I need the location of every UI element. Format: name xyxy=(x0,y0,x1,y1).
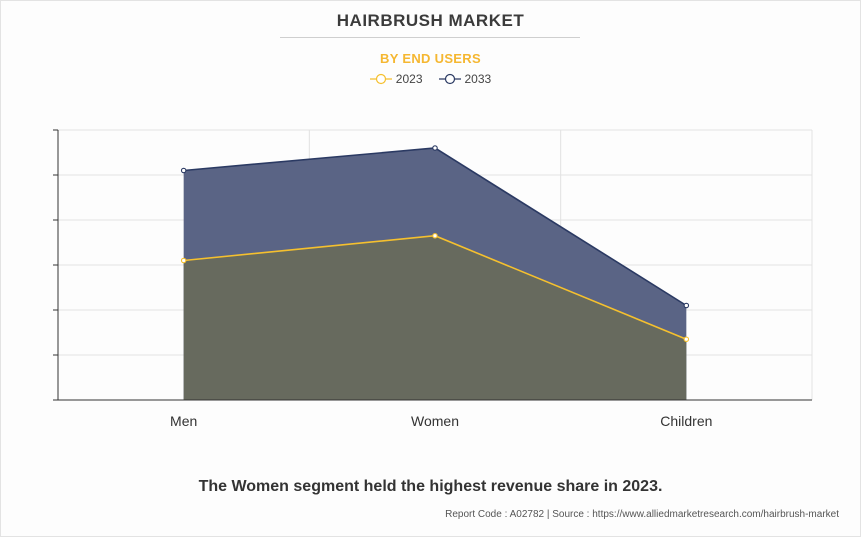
title-divider xyxy=(280,37,580,38)
chart-caption: The Women segment held the highest reven… xyxy=(198,478,663,495)
area-2023 xyxy=(183,235,687,400)
point-2023-women xyxy=(432,233,438,239)
point-2033-men xyxy=(180,167,187,174)
point-2033-women xyxy=(432,145,438,151)
x-tick-label-men: Men xyxy=(170,413,197,429)
legend-item-2023[interactable]: 2023 xyxy=(369,72,423,86)
x-tick-label-children: Children xyxy=(660,413,712,429)
source-note: Report Code : A02782 | Source : https://… xyxy=(445,509,839,520)
legend-label-2033: 2033 xyxy=(464,72,492,86)
legend-marker-2033-icon xyxy=(438,73,461,85)
legend: 2023 2033 xyxy=(0,72,861,86)
legend-item-2033[interactable]: 2033 xyxy=(438,72,492,86)
point-2033-children xyxy=(683,302,690,309)
chart-title: HAIRBRUSH MARKET xyxy=(336,11,525,30)
chart-subtitle: BY END USERS xyxy=(380,51,481,66)
point-2023-men xyxy=(180,257,187,264)
legend-marker-2023-icon xyxy=(369,73,392,85)
legend-label-2023: 2023 xyxy=(395,72,423,86)
x-tick-label-women: Women xyxy=(411,413,459,429)
point-2023-children xyxy=(683,336,690,342)
